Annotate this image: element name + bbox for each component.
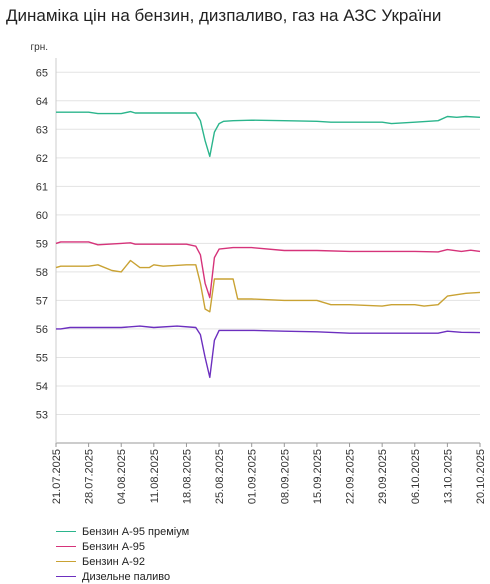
x-tick-label: 18.08.2025 <box>181 449 193 504</box>
x-tick-label: 20.10.2025 <box>475 449 487 504</box>
y-tick-label: 53 <box>36 409 48 421</box>
x-tick-label: 06.10.2025 <box>410 449 422 504</box>
x-tick-label: 08.09.2025 <box>279 449 291 504</box>
x-tick-label: 13.10.2025 <box>442 449 454 504</box>
x-tick-label: 21.07.2025 <box>51 449 63 504</box>
y-tick-label: 54 <box>36 381 48 393</box>
x-tick-label: 22.09.2025 <box>345 449 357 504</box>
legend-swatch <box>56 546 76 547</box>
x-tick-label: 25.08.2025 <box>214 449 226 504</box>
y-tick-label: 55 <box>36 352 48 364</box>
legend-item-3: Бензин А-92 <box>56 554 189 569</box>
x-tick-label: 28.07.2025 <box>84 449 96 504</box>
y-tick-label: 56 <box>36 324 48 336</box>
series-line-3 <box>55 259 481 313</box>
legend-label: Бензин А-95 <box>82 540 145 553</box>
x-tick-label: 04.08.2025 <box>116 449 128 504</box>
y-tick-label: 57 <box>36 295 48 307</box>
legend-label: Бензин А-95 преміум <box>82 525 190 538</box>
legend-swatch <box>56 576 76 577</box>
y-tick-label: 60 <box>36 210 48 222</box>
x-tick-label: 01.09.2025 <box>247 449 259 504</box>
legend-swatch <box>56 531 76 532</box>
y-tick-label: 64 <box>36 96 48 108</box>
y-tick-label: 61 <box>36 181 48 193</box>
legend-item-1: Бензин А-95 преміум <box>56 524 189 539</box>
legend-item-2: Бензин А-95 <box>56 539 189 554</box>
x-tick-label: 15.09.2025 <box>312 449 324 504</box>
series-line-2 <box>55 241 481 299</box>
legend-label: Дизельне паливо <box>82 570 171 583</box>
y-axis-unit-label: грн. <box>30 42 48 53</box>
y-tick-label: 62 <box>36 153 48 165</box>
legend-item-4: Дизельне паливо <box>56 569 189 584</box>
series-line-4 <box>56 325 481 379</box>
x-tick-label: 29.09.2025 <box>377 449 389 504</box>
legend-swatch <box>56 561 76 562</box>
y-tick-label: 63 <box>36 124 48 136</box>
x-tick-label: 11.08.2025 <box>149 449 161 503</box>
chart-title: Динаміка цін на бензин, дизпаливо, газ н… <box>6 6 442 25</box>
y-tick-label: 58 <box>36 267 48 279</box>
legend: Бензин А-95 преміум Бензин А-95 Бензин А-9… <box>56 524 189 584</box>
series-line-1 <box>56 110 481 158</box>
y-tick-label: 65 <box>36 67 48 79</box>
legend-label: Бензин А-92 <box>82 555 145 568</box>
y-tick-label: 59 <box>36 238 48 250</box>
